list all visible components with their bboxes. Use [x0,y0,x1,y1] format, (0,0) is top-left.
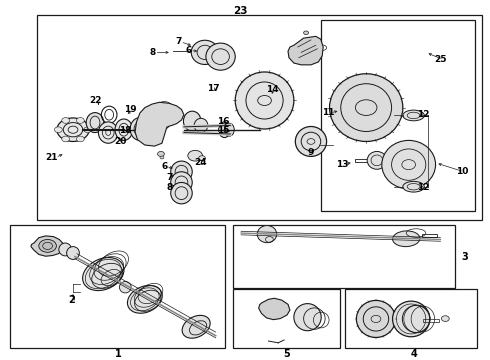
Text: 5: 5 [283,348,290,359]
Circle shape [54,127,62,132]
Ellipse shape [183,111,201,131]
Ellipse shape [86,113,104,132]
Text: 7: 7 [166,172,172,181]
Circle shape [441,316,449,321]
Text: 14: 14 [266,85,278,94]
Text: 19: 19 [124,105,137,114]
Ellipse shape [206,43,235,70]
Circle shape [84,127,92,132]
Ellipse shape [392,231,420,247]
Text: 4: 4 [410,348,417,359]
Text: 8: 8 [166,183,172,192]
Bar [321,20,475,211]
Ellipse shape [115,119,133,140]
Text: 10: 10 [456,167,468,176]
Text: 2: 2 [68,295,75,305]
Ellipse shape [330,74,403,141]
Bar [422,234,437,237]
Bar [233,289,340,348]
Bar [345,289,477,348]
Circle shape [57,118,89,141]
Text: 1: 1 [115,348,122,359]
Ellipse shape [403,181,424,192]
Text: 21: 21 [46,153,58,162]
Circle shape [62,136,70,142]
Text: 8: 8 [149,48,155,57]
Circle shape [62,118,70,123]
Text: 11: 11 [322,108,334,117]
Circle shape [76,136,84,142]
Bar [10,225,225,348]
Text: 22: 22 [90,96,102,105]
Text: 3: 3 [462,252,468,262]
Ellipse shape [294,303,321,331]
Ellipse shape [127,285,162,313]
Polygon shape [259,298,290,320]
Ellipse shape [356,300,395,337]
Ellipse shape [120,282,131,293]
Text: 12: 12 [417,183,430,192]
Text: 7: 7 [176,37,182,46]
Polygon shape [31,236,64,256]
Ellipse shape [67,247,79,260]
Ellipse shape [219,122,230,138]
Text: 18: 18 [119,126,131,135]
Text: 6: 6 [161,162,168,171]
Polygon shape [288,36,323,65]
Text: 17: 17 [207,84,220,93]
Ellipse shape [367,152,387,169]
Circle shape [304,31,309,35]
Ellipse shape [382,140,436,189]
Text: 25: 25 [434,55,447,64]
Ellipse shape [257,226,277,243]
Ellipse shape [224,123,234,136]
Circle shape [76,118,84,123]
Text: 15: 15 [217,126,229,135]
Text: 24: 24 [195,158,207,167]
Text: 20: 20 [114,137,126,146]
Ellipse shape [403,110,424,121]
Text: 23: 23 [233,6,247,16]
Circle shape [158,152,164,157]
Ellipse shape [295,126,327,157]
Circle shape [149,115,170,130]
Text: 6: 6 [186,46,192,55]
Bar [355,158,370,162]
Ellipse shape [171,183,192,204]
Text: 13: 13 [337,160,349,169]
Circle shape [39,239,56,252]
Text: 9: 9 [308,148,314,157]
Ellipse shape [83,257,124,291]
Ellipse shape [98,122,118,143]
Polygon shape [135,102,184,146]
Bar [233,225,455,288]
Circle shape [160,156,164,159]
Text: 12: 12 [417,110,430,119]
Ellipse shape [188,150,202,161]
Ellipse shape [171,161,192,183]
Bar [423,319,439,322]
Ellipse shape [182,315,210,338]
Ellipse shape [59,243,72,256]
Circle shape [198,156,205,161]
Ellipse shape [191,40,219,64]
Text: 16: 16 [217,117,229,126]
Bar [37,15,482,220]
Ellipse shape [392,301,430,337]
Ellipse shape [130,118,150,140]
Ellipse shape [171,172,192,193]
Ellipse shape [194,118,208,132]
Ellipse shape [235,72,294,129]
Ellipse shape [402,305,430,333]
